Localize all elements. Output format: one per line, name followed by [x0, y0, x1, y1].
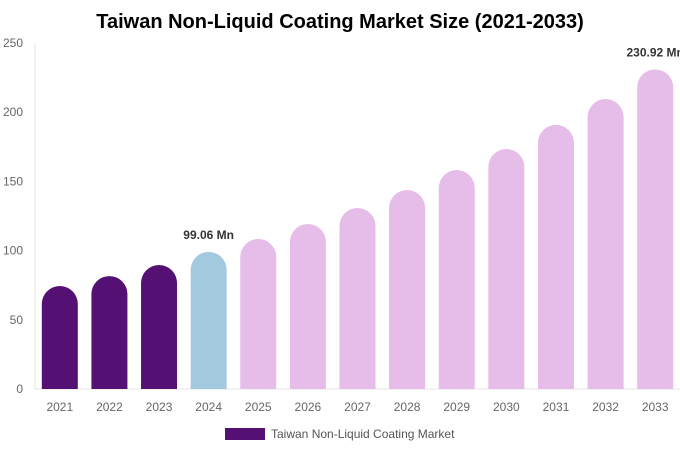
y-tick-label: 150 — [3, 174, 23, 188]
y-tick-label: 100 — [3, 244, 23, 258]
x-tick-label: 2024 — [195, 400, 222, 414]
legend: Taiwan Non-Liquid Coating Market — [225, 427, 455, 441]
bar-2022 — [91, 276, 128, 389]
x-tick-label: 2029 — [443, 400, 470, 414]
bar-2028 — [389, 189, 426, 389]
bar-2031 — [537, 124, 574, 389]
bar-2033 — [637, 69, 674, 389]
bar-2026 — [289, 224, 326, 389]
x-tick-label: 2021 — [46, 400, 73, 414]
y-tick-label: 0 — [16, 382, 23, 396]
x-tick-label: 2030 — [493, 400, 520, 414]
bar-2023 — [141, 265, 178, 389]
bar-2029 — [438, 170, 475, 389]
legend-swatch — [225, 428, 265, 440]
x-tick-label: 2022 — [96, 400, 123, 414]
chart-title: Taiwan Non-Liquid Coating Market Size (2… — [96, 11, 584, 33]
bar-2030 — [488, 149, 525, 389]
x-tick-label: 2031 — [543, 400, 570, 414]
x-tick-label: 2027 — [344, 400, 371, 414]
bar-2025 — [240, 238, 277, 389]
bar-2027 — [339, 207, 376, 389]
x-tick-label: 2032 — [592, 400, 619, 414]
data-label: 230.92 Mn — [627, 45, 680, 59]
x-tick-label: 2026 — [295, 400, 322, 414]
y-tick-label: 50 — [10, 313, 24, 327]
legend-label: Taiwan Non-Liquid Coating Market — [271, 427, 455, 441]
x-tick-label: 2023 — [146, 400, 173, 414]
x-tick-label: 2025 — [245, 400, 272, 414]
bar-2021 — [41, 286, 78, 389]
bar-2024 — [190, 251, 227, 389]
y-tick-label: 250 — [3, 36, 23, 50]
x-tick-label: 2033 — [642, 400, 669, 414]
bar-2032 — [587, 99, 624, 389]
y-tick-label: 200 — [3, 105, 23, 119]
x-tick-label: 2028 — [394, 400, 421, 414]
data-label: 99.06 Mn — [183, 228, 234, 242]
